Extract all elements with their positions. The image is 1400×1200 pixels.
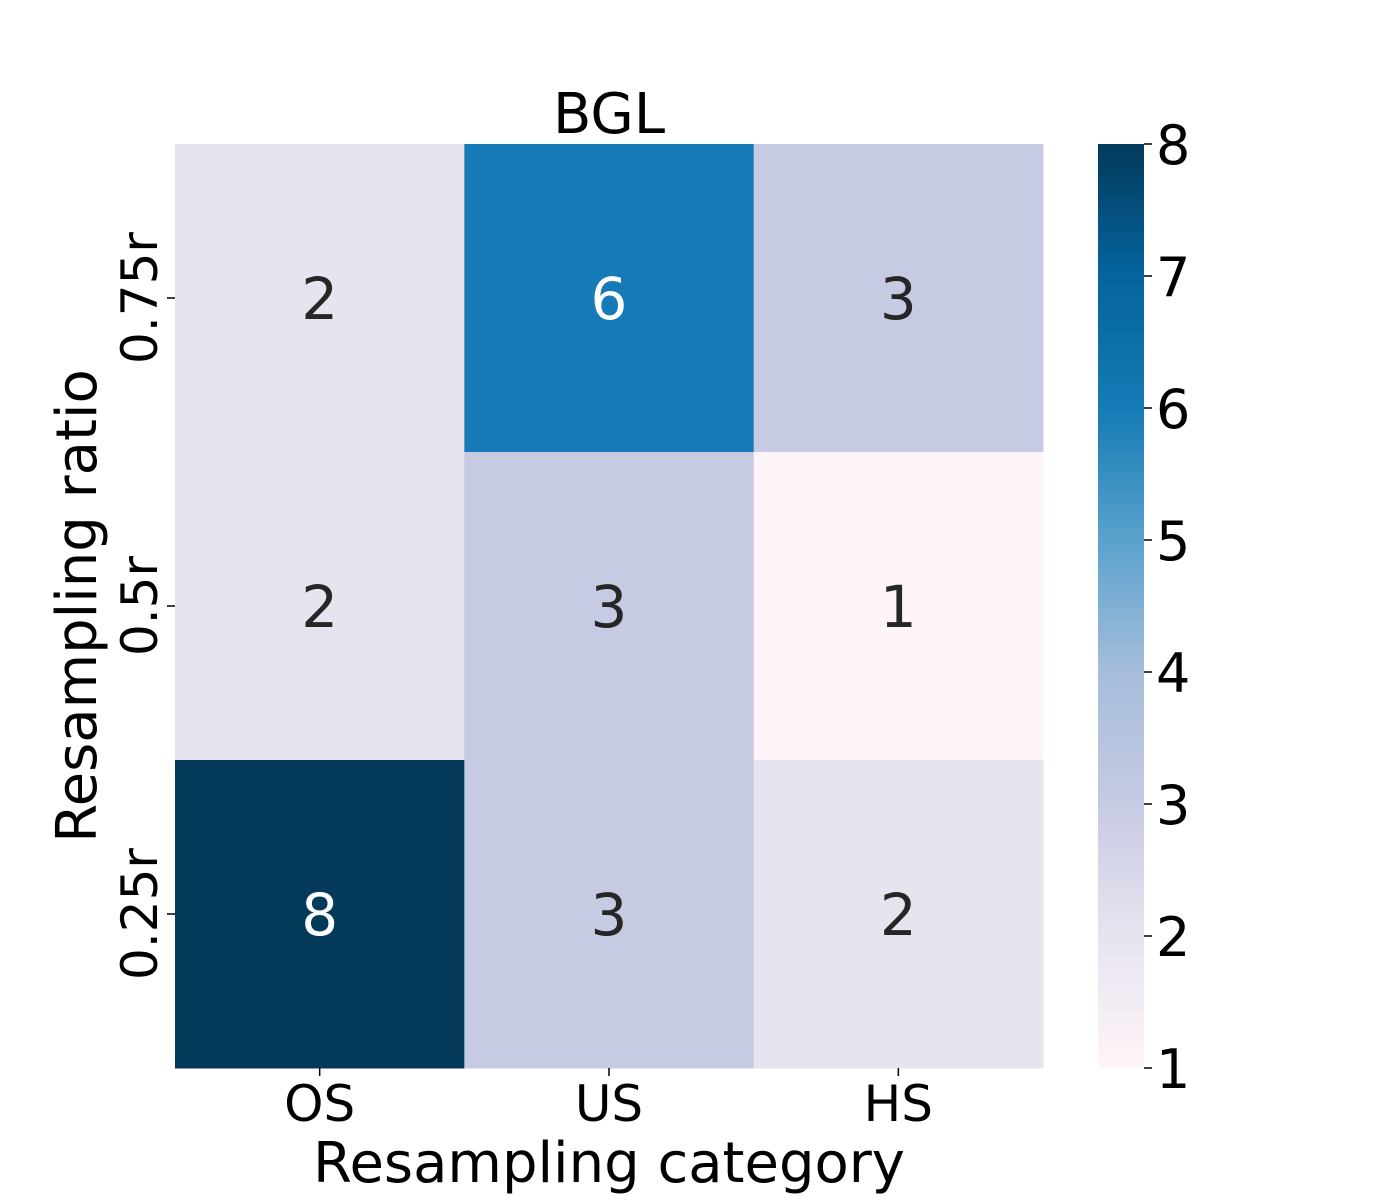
colorbar: 1 2 3 4 5 6 7 8 [1098,114,1190,1101]
colorbar-tick-label: 5 [1156,510,1190,573]
y-axis: 0.75r 0.5r 0.25r [111,232,175,980]
x-tick-label: US [575,1075,643,1133]
cell-value-label: 2 [301,265,338,333]
colorbar-tick-label: 1 [1156,1038,1190,1101]
heatmap-cell-0.25r-US [464,760,755,1069]
heatmap-cells [175,144,1044,1069]
chart-title: BGL [553,82,665,147]
heatmap-cell-0.75r-US [464,144,755,453]
heatmap-cell-labels: 2 6 3 2 3 1 8 3 2 [301,265,917,949]
y-tick-label: 0.25r [111,848,169,980]
heatmap-cell-0.25r-HS [753,760,1044,1069]
x-tick-label: OS [284,1075,355,1133]
cell-value-label: 3 [880,265,917,333]
x-axis: OS US HS [284,1068,933,1133]
cell-value-label: 3 [591,881,628,949]
colorbar-tick-label: 3 [1156,774,1190,837]
y-tick-label: 0.75r [111,232,169,364]
cell-value-label: 6 [591,265,628,333]
heatmap-cell-0.25r-OS [175,760,465,1069]
cell-value-label: 2 [301,573,338,641]
colorbar-gradient [1098,144,1144,1068]
colorbar-tick-label: 4 [1156,642,1190,705]
y-tick-label: 0.5r [111,556,169,657]
x-axis-label: Resampling category [313,1131,905,1196]
cell-value-label: 1 [880,573,917,641]
cell-value-label: 2 [880,881,917,949]
y-axis-label: Resampling ratio [45,369,110,843]
colorbar-tick-label: 2 [1156,906,1190,969]
heatmap-cell-0.5r-OS [175,452,465,761]
heatmap-cell-0.75r-HS [753,144,1044,453]
colorbar-tick-label: 8 [1156,114,1190,177]
heatmap-cell-0.5r-US [464,452,755,761]
cell-value-label: 8 [301,881,338,949]
colorbar-tick-label: 6 [1156,378,1190,441]
heatmap-cell-0.75r-OS [175,144,465,453]
cell-value-label: 3 [591,573,628,641]
colorbar-tick-label: 7 [1156,246,1190,309]
heatmap-cell-0.5r-HS [753,452,1044,761]
x-tick-label: HS [864,1075,933,1133]
